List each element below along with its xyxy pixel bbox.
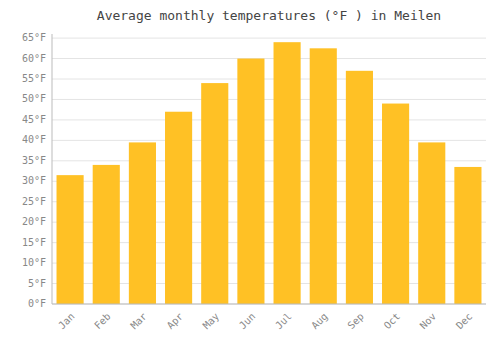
x-axis-line bbox=[52, 304, 486, 305]
grid-line bbox=[52, 140, 486, 141]
bar bbox=[93, 165, 120, 304]
bars bbox=[57, 42, 482, 304]
y-tick-label: 60°F bbox=[22, 53, 46, 64]
bar bbox=[57, 175, 84, 304]
chart: Average monthly temperatures (°F ) in Me… bbox=[0, 0, 500, 350]
bar bbox=[310, 48, 337, 304]
bar bbox=[274, 42, 301, 304]
bar bbox=[382, 104, 409, 304]
x-tick-label: May bbox=[201, 311, 222, 332]
bar bbox=[237, 59, 264, 304]
chart-container: Average monthly temperatures (°F ) in Me… bbox=[0, 0, 500, 350]
y-tick-label: 25°F bbox=[22, 196, 46, 207]
x-tick-label: Oct bbox=[382, 311, 403, 332]
x-tick-label: Mar bbox=[128, 311, 149, 332]
bar bbox=[454, 167, 481, 304]
x-tick-label: Apr bbox=[165, 311, 186, 332]
y-tick-label: 40°F bbox=[22, 134, 46, 145]
y-tick-label: 35°F bbox=[22, 155, 46, 166]
bar bbox=[418, 142, 445, 304]
bar bbox=[201, 83, 228, 304]
x-tick-label: Aug bbox=[309, 311, 330, 332]
grid-line bbox=[52, 304, 486, 305]
grid-line bbox=[52, 58, 486, 59]
grid-line bbox=[52, 99, 486, 100]
grid-line bbox=[52, 79, 486, 80]
grid-line bbox=[52, 38, 486, 39]
title: Average monthly temperatures (°F ) in Me… bbox=[97, 8, 441, 23]
y-tick-label: 15°F bbox=[22, 237, 46, 248]
x-tick-label: Jul bbox=[273, 311, 294, 332]
y-tick-labels: 0°F 5°F 10°F 15°F 20°F 25°F 30°F 35°F 40°F 45°F 50… bbox=[22, 32, 46, 309]
grid-line bbox=[52, 119, 486, 120]
y-tick-label: 50°F bbox=[22, 93, 46, 104]
y-tick-label: 0°F bbox=[28, 298, 46, 309]
x-tick-label: Sep bbox=[345, 311, 366, 332]
x-tick-label: Jun bbox=[237, 311, 258, 332]
bar bbox=[129, 142, 156, 304]
bar bbox=[346, 71, 373, 304]
y-tick-label: 30°F bbox=[22, 175, 46, 186]
x-tick-label: Nov bbox=[418, 311, 439, 332]
y-tick-label: 10°F bbox=[22, 257, 46, 268]
x-tick-labels: Jan Feb Mar Apr May Jun Jul Aug Sep Oct Nov Dec bbox=[56, 311, 474, 332]
y-tick-label: 65°F bbox=[22, 32, 46, 43]
y-tick-label: 20°F bbox=[22, 216, 46, 227]
y-axis-line bbox=[52, 34, 53, 304]
x-tick-label: Jan bbox=[56, 311, 77, 332]
y-tick-label: 55°F bbox=[22, 73, 46, 84]
bar bbox=[165, 112, 192, 304]
y-tick-label: 45°F bbox=[22, 114, 46, 125]
x-tick-label: Dec bbox=[454, 311, 475, 332]
grid bbox=[52, 38, 486, 304]
x-tick-label: Feb bbox=[92, 311, 113, 332]
y-tick-label: 5°F bbox=[28, 278, 46, 289]
